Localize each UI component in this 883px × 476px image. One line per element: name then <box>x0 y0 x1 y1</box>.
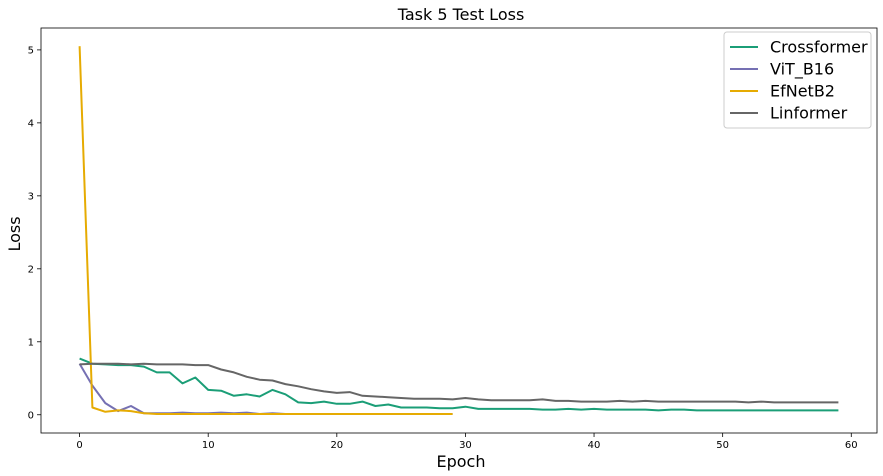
x-tick-label: 10 <box>202 440 215 451</box>
legend-label: ViT_B16 <box>770 60 834 80</box>
x-axis-ticks: 0 10 20 30 40 50 60 <box>76 433 858 451</box>
legend-label: Crossformer <box>770 38 868 57</box>
y-tick-label: 3 <box>28 191 34 202</box>
x-axis-label: Epoch <box>437 452 486 471</box>
legend: Crossformer ViT_B16 EfNetB2 Linformer <box>723 31 872 129</box>
x-tick-label: 30 <box>459 440 472 451</box>
y-tick-label: 4 <box>28 118 34 129</box>
plot-frame <box>40 27 878 434</box>
y-tick-label: 2 <box>28 264 34 275</box>
legend-label: Linformer <box>770 104 848 123</box>
x-tick-label: 50 <box>716 440 729 451</box>
series-line-linformer <box>79 362 839 404</box>
series-line-crossformer <box>79 357 839 412</box>
chart-title: Task 5 Test Loss <box>397 5 525 24</box>
y-tick-label: 5 <box>28 45 34 56</box>
plot-lines <box>78 46 839 415</box>
series-line-efnetb2 <box>78 46 453 415</box>
legend-label: EfNetB2 <box>770 82 835 101</box>
y-tick-label: 1 <box>28 337 34 348</box>
x-tick-label: 60 <box>845 440 858 451</box>
y-tick-label: 0 <box>28 410 34 421</box>
y-axis-ticks: 0 1 2 3 4 5 <box>28 45 41 421</box>
y-axis-label: Loss <box>5 216 24 251</box>
x-tick-label: 20 <box>330 440 343 451</box>
x-tick-label: 0 <box>76 440 82 451</box>
x-tick-label: 40 <box>588 440 601 451</box>
legend-box <box>723 31 872 129</box>
